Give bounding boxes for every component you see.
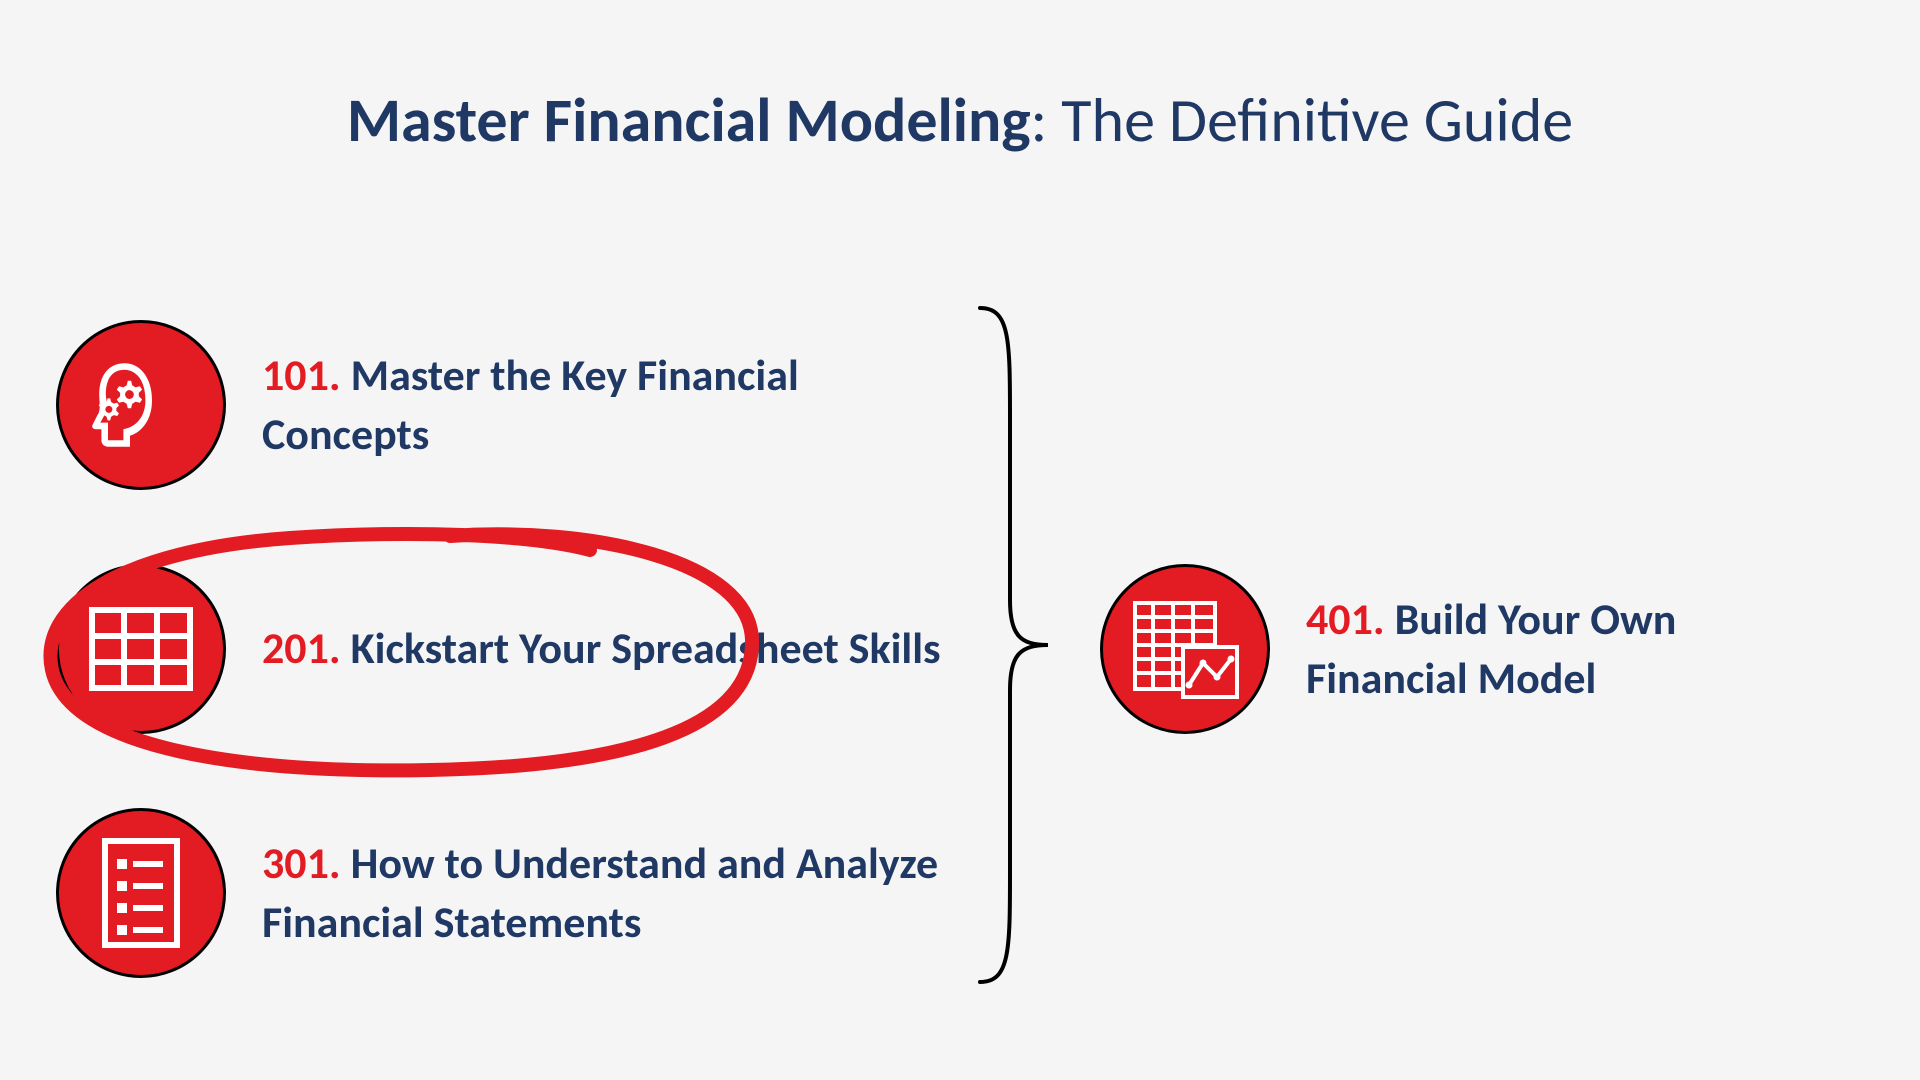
item-201-label: Kickstart Your Spreadsheet Skills <box>351 621 941 675</box>
page-title: Master Financial Modeling: The Definitiv… <box>0 82 1920 158</box>
item-101-text: 101. Master the Key Financial Concepts <box>262 346 942 465</box>
item-301: 301. How to Understand and Analyze Finan… <box>56 808 942 978</box>
item-201-number: 201. <box>262 621 341 675</box>
item-401: 401. Build Your Own Financial Model <box>1100 564 1826 734</box>
item-101-label: Master the Key Financial Concepts <box>262 348 799 461</box>
item-301-number: 301. <box>262 836 341 890</box>
brace-icon <box>960 300 1060 990</box>
head-gears-icon <box>56 320 226 490</box>
item-401-number: 401. <box>1306 592 1385 646</box>
title-bold: Master Financial Modeling <box>347 82 1031 158</box>
item-201: 201. Kickstart Your Spreadsheet Skills <box>56 564 941 734</box>
item-401-text: 401. Build Your Own Financial Model <box>1306 590 1826 709</box>
spreadsheet-chart-icon <box>1100 564 1270 734</box>
item-101: 101. Master the Key Financial Concepts <box>56 320 942 490</box>
item-301-text: 301. How to Understand and Analyze Finan… <box>262 834 942 953</box>
spreadsheet-grid-icon <box>56 564 226 734</box>
item-101-number: 101. <box>262 348 341 402</box>
item-201-text: 201. Kickstart Your Spreadsheet Skills <box>262 619 941 678</box>
document-lines-icon <box>56 808 226 978</box>
item-301-label: How to Understand and Analyze Financial … <box>262 836 938 949</box>
title-rest: : The Definitive Guide <box>1031 82 1573 158</box>
